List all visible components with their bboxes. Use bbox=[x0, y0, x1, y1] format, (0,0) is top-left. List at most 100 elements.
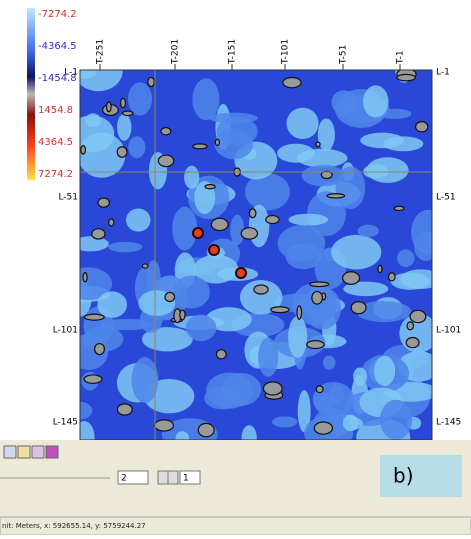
top-axis-label: T-101 bbox=[281, 39, 291, 65]
texture bbox=[416, 122, 428, 132]
texture bbox=[81, 146, 86, 154]
texture bbox=[391, 273, 430, 290]
texture bbox=[258, 338, 278, 377]
next-button[interactable] bbox=[168, 471, 178, 484]
right-axis-label: L-1 bbox=[436, 68, 450, 78]
texture bbox=[117, 404, 132, 415]
top-axis-label: T-201 bbox=[171, 39, 181, 65]
texture bbox=[318, 119, 335, 152]
texture bbox=[271, 307, 289, 313]
texture bbox=[249, 209, 255, 218]
texture bbox=[397, 74, 416, 80]
texture bbox=[288, 214, 328, 226]
texture bbox=[263, 382, 282, 395]
texture bbox=[297, 306, 302, 319]
texture bbox=[236, 268, 246, 278]
texture bbox=[132, 357, 159, 403]
texture bbox=[254, 285, 268, 294]
status-text: nit: Meters, x: 592655.14, y: 5759244.27 bbox=[2, 522, 146, 530]
texture bbox=[287, 108, 319, 139]
texture bbox=[158, 155, 173, 167]
colorbar-label: -7274.2 bbox=[38, 9, 77, 20]
texture bbox=[266, 216, 279, 224]
texture bbox=[331, 235, 381, 270]
texture bbox=[283, 77, 301, 87]
prev-button[interactable] bbox=[158, 471, 168, 484]
spinner-value: 2 bbox=[121, 474, 127, 484]
texture bbox=[107, 102, 111, 112]
texture bbox=[148, 77, 154, 86]
texture bbox=[205, 185, 215, 189]
texture bbox=[126, 209, 150, 232]
texture bbox=[389, 273, 396, 281]
texture bbox=[92, 229, 105, 239]
texture bbox=[358, 225, 379, 237]
texture bbox=[165, 292, 175, 301]
texture bbox=[211, 218, 228, 230]
texture bbox=[117, 147, 127, 158]
texture bbox=[215, 128, 254, 159]
top-axis-label: T-1 bbox=[396, 50, 406, 65]
texture bbox=[363, 164, 388, 178]
texture bbox=[323, 356, 335, 370]
texture bbox=[363, 85, 388, 117]
tool-button[interactable] bbox=[32, 446, 44, 458]
texture bbox=[108, 242, 142, 252]
texture bbox=[84, 375, 102, 383]
texture bbox=[122, 111, 132, 115]
texture bbox=[198, 423, 214, 436]
texture bbox=[172, 207, 197, 251]
texture bbox=[380, 400, 412, 440]
texture bbox=[109, 219, 114, 226]
left-axis-label: L-51 bbox=[58, 193, 78, 203]
right-axis-label: L-51 bbox=[436, 193, 456, 203]
texture bbox=[272, 416, 297, 427]
texture bbox=[343, 415, 358, 432]
top-axis-label: T-51 bbox=[339, 45, 349, 65]
texture bbox=[331, 90, 356, 115]
texture bbox=[193, 144, 207, 149]
texture bbox=[312, 292, 323, 304]
texture bbox=[316, 142, 320, 146]
tool-button[interactable] bbox=[4, 446, 16, 458]
texture bbox=[288, 316, 307, 358]
texture bbox=[316, 386, 323, 393]
texture bbox=[180, 310, 185, 320]
texture bbox=[142, 264, 148, 268]
texture bbox=[277, 144, 315, 163]
texture bbox=[84, 314, 104, 320]
texture bbox=[360, 133, 404, 149]
right-axis-label: L-145 bbox=[436, 418, 461, 428]
texture bbox=[155, 420, 174, 431]
texture bbox=[95, 344, 105, 355]
texture bbox=[128, 82, 152, 115]
colorbar-label: -4364.5 bbox=[38, 41, 77, 52]
tool-button[interactable] bbox=[46, 446, 58, 458]
top-axis-label: T-151 bbox=[228, 39, 238, 65]
texture bbox=[397, 249, 414, 267]
texture bbox=[128, 136, 145, 158]
tool-button[interactable] bbox=[18, 446, 30, 458]
colorbar bbox=[27, 8, 35, 180]
colorbar-label: 7274.2 bbox=[38, 169, 73, 180]
texture bbox=[407, 322, 413, 330]
texture bbox=[327, 194, 345, 198]
texture bbox=[161, 128, 171, 135]
texture bbox=[286, 244, 322, 270]
texture bbox=[378, 265, 382, 272]
screen: -7274.2-4364.5-1454.81454.84364.57274.2 … bbox=[0, 0, 471, 535]
texture bbox=[209, 113, 258, 124]
texture bbox=[97, 291, 127, 317]
left-axis-label: L-145 bbox=[53, 418, 78, 428]
texture bbox=[314, 422, 332, 434]
left-axis-label: L-101 bbox=[53, 326, 78, 336]
texture bbox=[310, 282, 329, 287]
texture bbox=[186, 315, 217, 342]
left-axis-label: L-1 bbox=[64, 68, 78, 78]
texture bbox=[209, 245, 219, 255]
texture bbox=[216, 350, 226, 359]
colorbar-label: 4364.5 bbox=[38, 137, 73, 148]
texture bbox=[83, 273, 87, 282]
texture bbox=[351, 302, 366, 314]
top-axis-label: T-251 bbox=[96, 39, 106, 65]
